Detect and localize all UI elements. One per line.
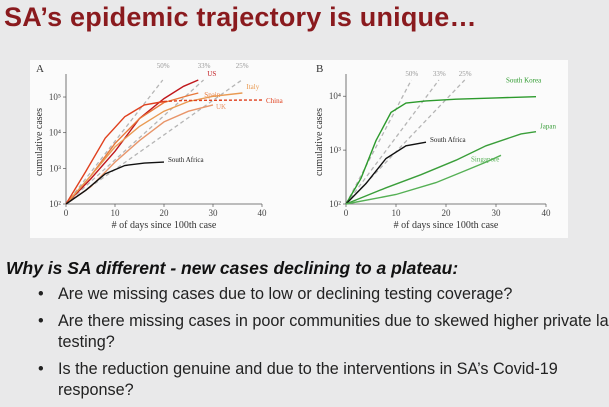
y-tick-label: 10³ — [329, 145, 341, 155]
series-line-singapore — [345, 154, 502, 205]
series-line-china — [65, 100, 165, 205]
y-tick-label: 10² — [329, 199, 341, 209]
reference-line-label: 25% — [236, 62, 249, 70]
series-label: South Korea — [506, 77, 542, 85]
y-axis-label: cumulative cases — [34, 108, 45, 176]
reference-line-label: 50% — [405, 70, 418, 78]
series-line-south-africa — [345, 141, 427, 205]
series-label: US — [207, 70, 216, 78]
series-line-italy — [65, 92, 243, 205]
slide-title: SA’s epidemic trajectory is unique… — [4, 2, 477, 32]
bullet-item: Is the reduction genuine and due to the … — [38, 359, 609, 401]
x-tick-label: 0 — [64, 208, 69, 218]
panel-label: B — [316, 63, 323, 75]
chart-panel-a: A 50% 33% 25% 0 10 20 30 40 10² 10³ 10⁴ 10⁵ # of days… — [30, 60, 300, 238]
reference-line-label: 50% — [157, 62, 170, 70]
reference-line — [345, 79, 412, 205]
series-label: UK — [216, 103, 226, 111]
x-tick-label: 30 — [209, 208, 219, 218]
reference-line-label: 33% — [433, 70, 446, 78]
y-axis-label: cumulative cases — [314, 108, 325, 176]
x-axis-label: # of days since 100th case — [394, 220, 499, 231]
reference-line — [65, 79, 205, 205]
chart-b-svg: B 50% 33% 25% 0 10 20 30 40 10² 10³ 10⁴ # of days si… — [314, 63, 556, 231]
series-label: China — [266, 97, 284, 105]
series-line-south-korea — [345, 96, 537, 205]
x-tick-label: 40 — [542, 208, 552, 218]
panel-label: A — [36, 63, 44, 75]
y-tick-label: 10⁴ — [49, 128, 61, 138]
bullet-item: Are there missing cases in poor communit… — [38, 311, 609, 353]
series-line-tail — [163, 99, 263, 103]
series-line-japan — [345, 131, 537, 205]
series-label: Singapore — [471, 155, 499, 163]
y-tick-label: 10² — [49, 199, 61, 209]
y-tick-label: 10⁵ — [49, 92, 61, 102]
series-line-south-africa — [65, 161, 165, 205]
series-label: Japan — [540, 123, 556, 131]
x-tick-label: 0 — [344, 208, 349, 218]
x-tick-label: 30 — [492, 208, 502, 218]
x-tick-label: 20 — [160, 208, 170, 218]
chart-a-svg: A 50% 33% 25% 0 10 20 30 40 10² 10³ 10⁴ 10⁵ # of days… — [34, 62, 284, 231]
slide-subheading: Why is SA different - new cases declinin… — [6, 258, 459, 278]
x-tick-label: 20 — [442, 208, 452, 218]
reference-line-label: 33% — [198, 62, 211, 70]
y-tick-label: 10⁴ — [329, 91, 341, 101]
bullet-list: Are we missing cases due to low or decli… — [38, 284, 609, 407]
bullet-item: Are we missing cases due to low or decli… — [38, 284, 609, 305]
x-axis-label: # of days since 100th case — [112, 220, 217, 231]
series-label: South Africa — [430, 136, 466, 144]
reference-line-label: 25% — [459, 70, 472, 78]
y-tick-label: 10³ — [49, 163, 61, 173]
series-label: South Africa — [168, 156, 204, 164]
reference-line — [65, 79, 243, 205]
series-line-spain — [65, 92, 199, 205]
x-tick-label: 40 — [258, 208, 268, 218]
series-label: Italy — [246, 83, 259, 91]
x-tick-label: 10 — [111, 208, 121, 218]
x-tick-label: 10 — [392, 208, 402, 218]
series-label: Spain — [204, 91, 220, 99]
chart-panel-b: B 50% 33% 25% 0 10 20 30 40 10² 10³ 10⁴ # of days si… — [298, 60, 568, 238]
reference-line — [65, 79, 164, 205]
